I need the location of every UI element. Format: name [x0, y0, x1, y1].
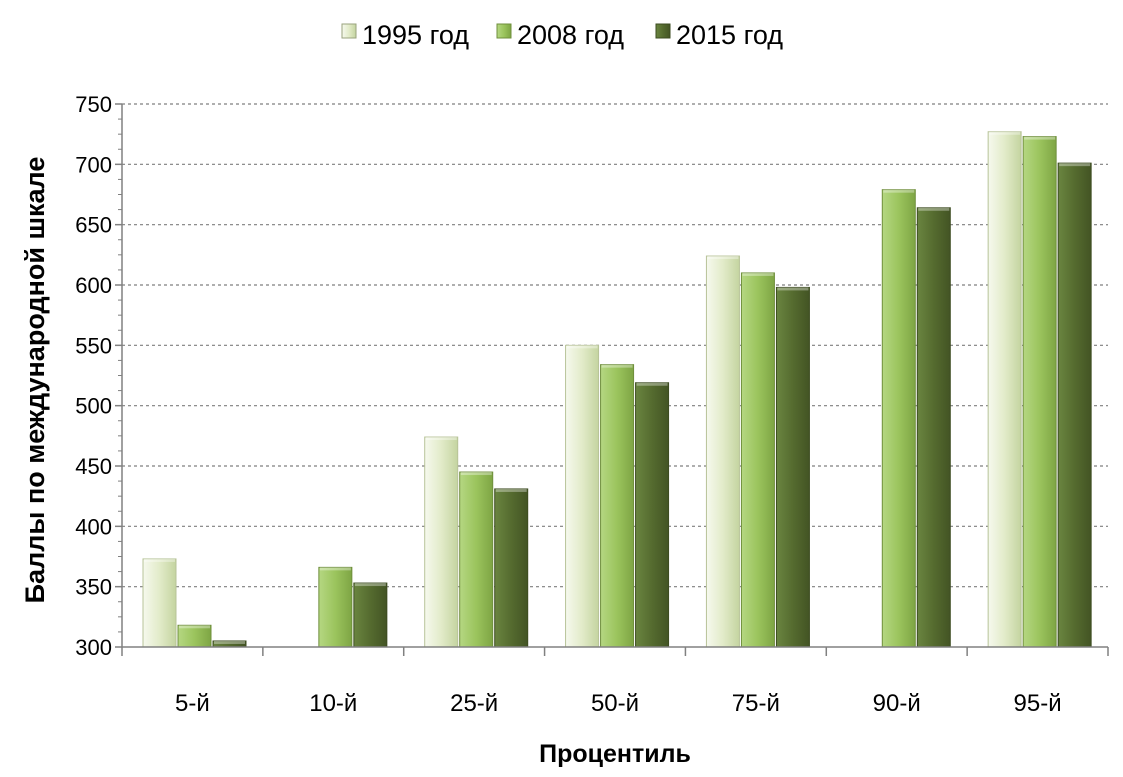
bar-body	[987, 131, 1022, 648]
bar-highlight	[883, 189, 915, 193]
bar-highlight	[460, 472, 492, 476]
bar-body	[142, 558, 177, 648]
bar-highlight	[918, 207, 950, 211]
y-axis-ticks: 300 350 400 450 500 550 600 650 700 750	[75, 92, 122, 660]
x-tick-label: 5-й	[175, 690, 210, 717]
bar-highlight	[319, 567, 351, 571]
bar-highlight	[1059, 163, 1091, 167]
bar	[459, 471, 494, 648]
bar-highlight	[707, 256, 739, 260]
bar	[881, 189, 916, 648]
bar-body	[424, 436, 459, 648]
y-tick-label: 450	[75, 454, 112, 479]
legend: 1995 год 2008 год 2015 год	[341, 20, 783, 50]
bar-body	[459, 471, 494, 648]
y-tick-label: 700	[75, 152, 112, 177]
x-axis-title: Процентиль	[539, 740, 691, 768]
bar-body	[740, 272, 775, 648]
x-tick-label: 25-й	[450, 690, 498, 717]
bar	[987, 131, 1022, 648]
bar-body	[177, 624, 212, 648]
y-tick-label: 300	[75, 635, 112, 660]
bar-highlight	[1024, 136, 1056, 140]
x-axis-labels: 5-й 10-й 25-й 50-й 75-й 90-й 95-й	[121, 647, 1109, 717]
bar	[600, 364, 635, 648]
bars	[142, 131, 1092, 648]
bar-body	[881, 189, 916, 648]
bar-highlight	[425, 437, 457, 441]
bar-body	[916, 207, 951, 648]
bar	[775, 286, 810, 648]
bar-highlight	[742, 272, 774, 276]
x-tick-label: 50-й	[591, 690, 639, 717]
x-tick-label: 75-й	[732, 690, 780, 717]
y-tick-label: 350	[75, 575, 112, 600]
legend-label-1995: 1995 год	[362, 20, 469, 50]
bar-body	[1057, 162, 1092, 648]
bar-body	[318, 566, 353, 648]
bar	[565, 344, 600, 648]
bar	[1057, 162, 1092, 648]
y-tick-label: 500	[75, 394, 112, 419]
bar-highlight	[989, 131, 1021, 135]
bar	[916, 207, 951, 648]
legend-label-2015: 2015 год	[676, 20, 783, 50]
legend-swatch-2008	[496, 23, 512, 39]
bar-body	[705, 255, 740, 648]
y-tick-label: 600	[75, 273, 112, 298]
bar	[177, 624, 212, 648]
bar-body	[565, 344, 600, 648]
x-tick-label: 90-й	[873, 690, 921, 717]
bar-highlight	[777, 287, 809, 291]
bar	[424, 436, 459, 648]
bar-highlight	[354, 583, 386, 587]
y-tick-label: 650	[75, 213, 112, 238]
bar	[740, 272, 775, 648]
bar-body	[635, 382, 670, 648]
bar-body	[775, 286, 810, 648]
bar-highlight	[179, 625, 210, 629]
x-tick-label: 95-й	[1014, 690, 1062, 717]
y-axis-title: Баллы по международной шкале	[20, 157, 50, 604]
bar-highlight	[144, 558, 175, 562]
bar	[212, 640, 247, 648]
bar-highlight	[636, 382, 668, 386]
y-tick-label: 750	[75, 92, 112, 117]
bar-body	[1022, 136, 1057, 648]
bar	[1022, 136, 1057, 648]
bar-body	[353, 582, 388, 648]
y-tick-label: 550	[75, 333, 112, 358]
bar	[635, 382, 670, 648]
y-tick-label: 400	[75, 514, 112, 539]
bar	[142, 558, 177, 648]
bar-body	[494, 488, 529, 648]
legend-swatch-1995	[341, 23, 357, 39]
bar	[318, 566, 353, 648]
bar-highlight	[601, 364, 633, 368]
bar-highlight	[495, 488, 527, 492]
bar-body	[600, 364, 635, 648]
bar	[705, 255, 740, 648]
bar-highlight	[214, 640, 245, 644]
bar-highlight	[566, 345, 598, 349]
legend-swatch-2015	[655, 23, 671, 39]
bar	[353, 582, 388, 648]
legend-label-2008: 2008 год	[517, 20, 624, 50]
axes	[121, 104, 1108, 648]
bar	[494, 488, 529, 648]
x-tick-label: 10-й	[309, 690, 357, 717]
